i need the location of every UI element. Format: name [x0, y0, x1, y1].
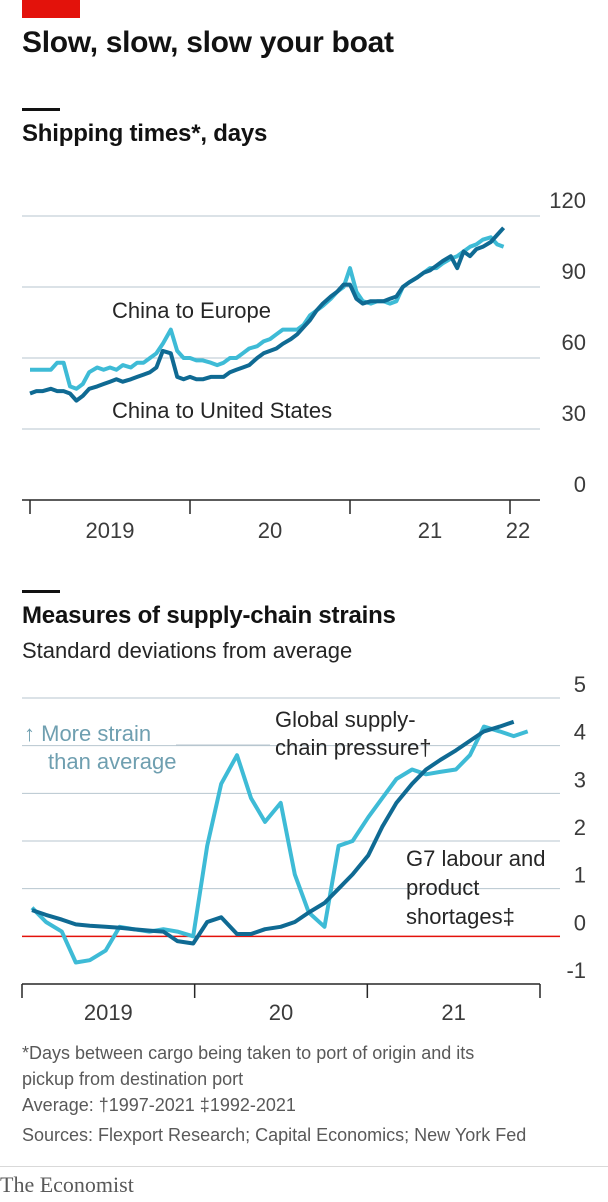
footnote-line: pickup from destination port	[22, 1069, 244, 1089]
footnote-line: *Days between cargo being taken to port …	[22, 1043, 475, 1063]
x-tick-label: 2019	[86, 518, 135, 543]
series-line-china-us	[29, 226, 506, 403]
x-tick-label: 20	[258, 518, 282, 543]
sources-note: Sources: Flexport Research; Capital Econ…	[22, 1125, 527, 1145]
section-rule	[22, 590, 60, 593]
series-line-global-pressure	[30, 724, 529, 965]
page-title: Slow, slow, slow your boat	[22, 26, 394, 59]
series-label-china-europe: China to Europe	[112, 298, 271, 323]
x-tick-label: 20	[269, 1000, 293, 1025]
y-tick-label: 90	[562, 259, 586, 284]
strain-note-line: than average	[48, 749, 176, 774]
series-line-g7-shortages	[31, 719, 515, 946]
y-tick-label: 5	[574, 672, 586, 697]
y-tick-label: 3	[574, 767, 586, 792]
footer-divider	[0, 1166, 608, 1167]
series-label-g7-shortages: G7 labour and	[406, 846, 545, 871]
series-label-g7-shortages: shortages‡	[406, 904, 515, 929]
y-tick-label: 60	[562, 330, 586, 355]
series-label-global-pressure: chain pressure†	[275, 735, 432, 760]
chart1-title: Shipping times*, days	[22, 120, 268, 147]
series-label-global-pressure: Global supply-	[275, 707, 416, 732]
series-label-g7-shortages: product	[406, 875, 479, 900]
chart2-title: Measures of supply-chain strains	[22, 602, 396, 629]
y-tick-label: 0	[574, 910, 586, 935]
y-tick-label: 4	[574, 720, 586, 745]
chart2-subtitle: Standard deviations from average	[22, 638, 353, 663]
brand-red-tag	[22, 0, 80, 18]
section-rule	[22, 108, 60, 111]
series-label-china-us: China to United States	[112, 398, 332, 423]
x-tick-label: 21	[418, 518, 442, 543]
footnote-averages: Average: †1997-2021 ‡1992-2021	[22, 1095, 296, 1115]
strain-note-line: ↑ More strain	[24, 721, 151, 746]
y-tick-label: -1	[566, 958, 586, 983]
x-tick-label: 22	[506, 518, 530, 543]
publisher-logo: The Economist	[0, 1172, 134, 1197]
y-tick-label: 0	[574, 472, 586, 497]
shipping-times-chart: 0 30 60 90 120 2019 20 21 22 China to Europe China…	[22, 188, 586, 543]
y-tick-label: 120	[549, 188, 586, 213]
y-tick-label: 2	[574, 815, 586, 840]
x-tick-label: 21	[441, 1000, 465, 1025]
x-tick-label: 2019	[84, 1000, 133, 1025]
y-tick-label: 30	[562, 401, 586, 426]
y-tick-label: 1	[574, 863, 586, 888]
supply-chain-strains-chart: -1 0 1 2 3 4 5 2019 20 21 ↑ More strain than averag…	[21, 672, 586, 1025]
